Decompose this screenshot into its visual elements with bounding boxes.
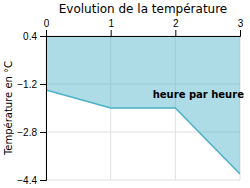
x-tick-mark — [111, 30, 112, 36]
x-tick: 2 — [173, 18, 179, 36]
x-tick: 1 — [108, 18, 114, 36]
marks — [46, 36, 240, 174]
annotation: heure par heure — [153, 89, 244, 100]
title: Evolution de la température — [59, 2, 228, 16]
y-axis: 0.4 −1.2 −2.8 −4.4 — [17, 31, 46, 186]
grid — [46, 36, 240, 180]
y-tick-label: −2.8 — [17, 127, 37, 138]
x-tick-label: 1 — [108, 18, 114, 29]
x-tick-label: 0 — [44, 18, 50, 29]
chart: 0 1 2 3 0.4 −1.2 −2.8 −4.4 heure par heure Evolut… — [0, 0, 250, 188]
x-tick-label: 3 — [238, 18, 244, 29]
y-tick: −4.4 — [17, 175, 46, 186]
y-tick-mark — [40, 180, 46, 181]
y-axis-title: Température en °C — [3, 61, 14, 156]
x-axis: 0 1 2 3 — [44, 18, 244, 37]
y-tick: −1.2 — [17, 79, 46, 90]
y-tick-mark — [40, 84, 46, 85]
y-tick-label: −4.4 — [17, 175, 37, 186]
area — [46, 36, 240, 174]
x-tick-label: 2 — [173, 18, 179, 29]
x-tick: 0 — [44, 18, 50, 36]
x-axis-line — [47, 30, 241, 37]
y-tick-label: −1.2 — [17, 79, 37, 90]
y-tick-label: 0.4 — [23, 31, 37, 42]
y-tick: −2.8 — [17, 127, 46, 138]
y-tick: 0.4 — [23, 31, 46, 42]
y-tick-mark — [40, 36, 46, 37]
x-tick-mark — [46, 30, 47, 36]
line — [46, 90, 240, 174]
plot-area: 0 1 2 3 0.4 −1.2 −2.8 −4.4 heure par heure — [17, 18, 244, 186]
y-axis-line — [40, 37, 47, 181]
x-tick-mark — [240, 30, 241, 36]
grid-line-y — [46, 180, 240, 181]
x-tick-mark — [175, 30, 176, 36]
y-tick-mark — [40, 132, 46, 133]
x-tick: 3 — [238, 18, 244, 36]
